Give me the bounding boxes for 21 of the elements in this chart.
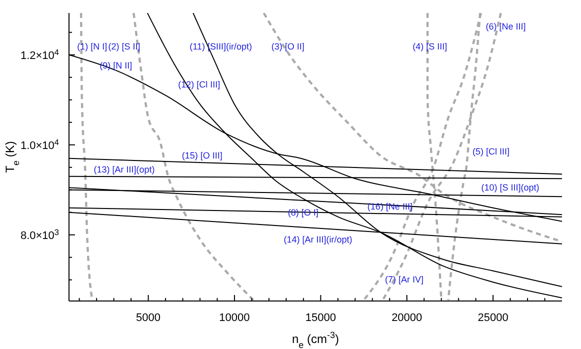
series-label: (4) [S III] xyxy=(412,41,448,52)
series-label: (14) [Ar III](ir/opt) xyxy=(284,234,352,244)
series-label: (2) [S II] xyxy=(108,41,140,52)
x-tick-label: 5000 xyxy=(136,312,161,324)
series-label: (1) [N I] xyxy=(77,41,108,52)
x-tick-label: 20000 xyxy=(392,312,422,324)
y-tick-label: 8.0×10$^{3}$ xyxy=(20,227,60,242)
series-label: (6) [Ne III] xyxy=(486,22,526,32)
series-label: (11) [SIII](ir/opt) xyxy=(190,41,252,52)
series-label: (10) [S III](opt) xyxy=(481,182,540,193)
x-tick-label: 25000 xyxy=(478,312,508,324)
series-label: (7) [Ar IV] xyxy=(384,274,424,284)
series-label: (5) [Cl III] xyxy=(472,146,510,157)
x-tick-label: 10000 xyxy=(219,312,250,324)
y-tick-label: 1.2×10$^{4}$ xyxy=(20,47,60,62)
series-label: (15) [O III] xyxy=(182,150,222,161)
x-tick-label: 15000 xyxy=(305,312,336,324)
series-label: (13) [Ar III](opt) xyxy=(94,164,155,174)
y-tick-label: 1.0×10$^{4}$ xyxy=(20,137,60,152)
x-axis-title: n$_{e}$ (cm$^{-3}$) xyxy=(292,330,340,349)
series-label: (3) [O II] xyxy=(271,41,304,52)
